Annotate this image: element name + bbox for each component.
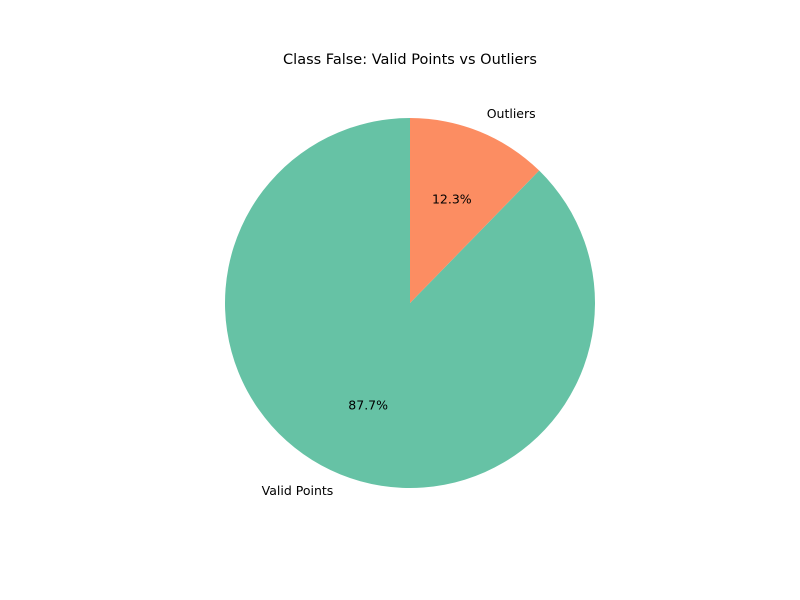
pie-labels: Valid Points 87.7% Outliers 12.3% [262, 106, 536, 498]
pie-slice-valid-points [225, 118, 596, 488]
pie-slices [225, 118, 596, 488]
slice-percent-valid-points: 87.7% [348, 397, 388, 412]
slice-percent-outliers: 12.3% [432, 192, 472, 207]
chart-title: Class False: Valid Points vs Outliers [283, 52, 537, 68]
pie-slice-outliers [410, 118, 540, 303]
slice-label-outliers: Outliers [487, 106, 536, 121]
slice-label-valid-points: Valid Points [262, 483, 334, 498]
